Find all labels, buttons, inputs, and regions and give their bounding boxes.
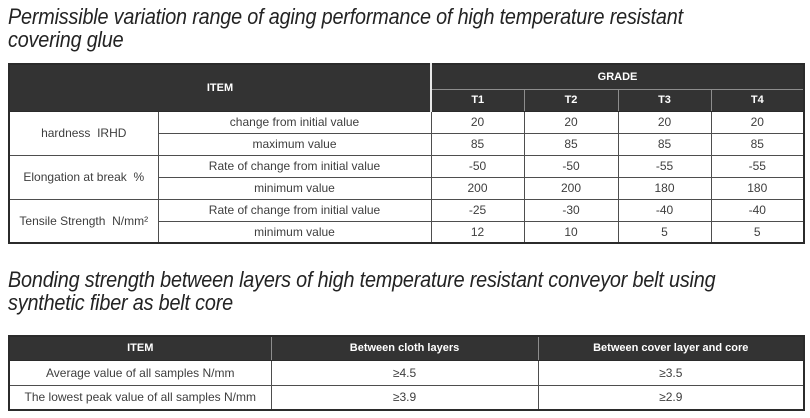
table1-value: 20 bbox=[617, 110, 712, 134]
table2-header-row: ITEM Between cloth layers Between cover … bbox=[8, 335, 805, 361]
table1-value: 180 bbox=[710, 176, 805, 200]
table1-header-item: ITEM bbox=[8, 63, 432, 112]
table-row: Tensile Strength N/mm² Rate of change fr… bbox=[8, 198, 805, 244]
table2-item: The lowest peak value of all samples N/m… bbox=[8, 384, 272, 411]
table2-header-item: ITEM bbox=[8, 335, 272, 361]
table1-value: 20 bbox=[430, 110, 525, 134]
table-row: minimum value 200 200 180 180 bbox=[9, 176, 805, 200]
table1-group-hardness: hardness IRHD bbox=[8, 110, 159, 156]
table2-value: ≥3.9 bbox=[270, 384, 539, 411]
table1-value: 12 bbox=[430, 220, 525, 244]
table1-group-tensile: Tensile Strength N/mm² bbox=[8, 198, 159, 244]
table-row: minimum value 12 10 5 5 bbox=[9, 220, 805, 244]
table1-metric: minimum value bbox=[157, 220, 432, 244]
table1-title-block: Permissible variation range of aging per… bbox=[8, 5, 810, 52]
table2-value: ≥2.9 bbox=[537, 384, 805, 411]
table2-header-cloth: Between cloth layers bbox=[270, 335, 539, 361]
table1-metric: Rate of change from initial value bbox=[157, 198, 432, 222]
table1-value: 85 bbox=[523, 132, 619, 156]
table1-value: 180 bbox=[617, 176, 712, 200]
table1-value: -55 bbox=[617, 154, 712, 178]
table-row: The lowest peak value of all samples N/m… bbox=[8, 384, 805, 411]
table1-header-t2: T2 bbox=[523, 88, 619, 112]
table2-title-block: Bonding strength between layers of high … bbox=[8, 268, 810, 315]
aging-performance-table: ITEM GRADE T1 T2 T3 T4 hardness IRHD cha… bbox=[8, 63, 806, 244]
table1-value: -30 bbox=[523, 198, 619, 222]
table1-value: 5 bbox=[617, 220, 712, 244]
table1-value: 5 bbox=[710, 220, 805, 244]
table1-header-t1: T1 bbox=[430, 88, 525, 112]
table-row: Average value of all samples N/mm ≥4.5 ≥… bbox=[8, 359, 805, 386]
table1-value: -50 bbox=[430, 154, 525, 178]
table1-header-t3: T3 bbox=[617, 88, 712, 112]
table1-value: 85 bbox=[617, 132, 712, 156]
bonding-strength-table: ITEM Between cloth layers Between cover … bbox=[8, 335, 805, 411]
table1-title: Permissible variation range of aging per… bbox=[8, 4, 683, 52]
table-row: hardness IRHD change from initial value … bbox=[8, 110, 805, 156]
table1-value: 10 bbox=[523, 220, 619, 244]
table1-header-grade: GRADE bbox=[430, 63, 805, 90]
table1-metric: minimum value bbox=[157, 176, 432, 200]
table1-metric: change from initial value bbox=[157, 110, 432, 134]
table1-value: -40 bbox=[617, 198, 712, 222]
table1-value: -40 bbox=[710, 198, 805, 222]
table1-group-elongation: Elongation at break % bbox=[8, 154, 159, 200]
table1-value: 20 bbox=[710, 110, 805, 134]
table1-header-row-tcols: T1 T2 T3 T4 bbox=[9, 88, 805, 112]
table1-header-row-grade: ITEM GRADE bbox=[8, 63, 805, 112]
table1-value: 20 bbox=[523, 110, 619, 134]
table1-metric: maximum value bbox=[157, 132, 432, 156]
table1-metric: Rate of change from initial value bbox=[157, 154, 432, 178]
table2-value: ≥3.5 bbox=[537, 359, 805, 386]
table2-title: Bonding strength between layers of high … bbox=[8, 267, 716, 315]
table1-value: 85 bbox=[710, 132, 805, 156]
table2-header-cover: Between cover layer and core bbox=[537, 335, 805, 361]
table2-value: ≥4.5 bbox=[270, 359, 539, 386]
table1-value: -50 bbox=[523, 154, 619, 178]
table-row: Elongation at break % Rate of change fro… bbox=[8, 154, 805, 200]
table1-value: 200 bbox=[523, 176, 619, 200]
table1-value: 85 bbox=[430, 132, 525, 156]
table1-header-t4: T4 bbox=[710, 88, 805, 112]
table1-value: -25 bbox=[430, 198, 525, 222]
table1-value: -55 bbox=[710, 154, 805, 178]
table2-item: Average value of all samples N/mm bbox=[8, 359, 272, 386]
table1-value: 200 bbox=[430, 176, 525, 200]
